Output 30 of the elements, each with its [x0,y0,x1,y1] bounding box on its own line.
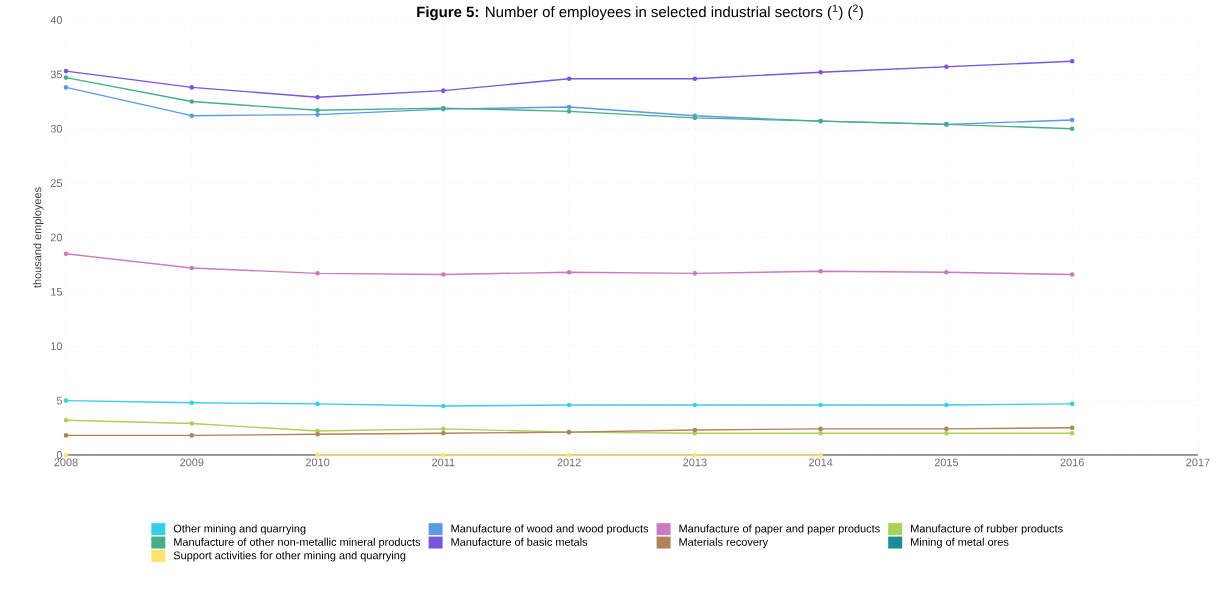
x-tick-label: 2015 [934,458,959,467]
legend-label: Manufacture of wood and wood products [451,524,649,535]
y-tick-label: 30 [50,124,63,133]
legend-label: Manufacture of basic metals [451,537,588,546]
legend-label: Mining of metal ores [911,537,1009,549]
legend-label: Support activities for other mining and quarrying [173,551,406,562]
x-tick-label: 2014 [808,458,833,467]
x-tick-label: 2010 [305,458,330,467]
legend-label: Manufacture of rubber products [911,524,1063,535]
x-tick-label: 2009 [180,458,204,467]
y-axis-title: thousand employees [33,187,44,288]
x-tick-label: 2012 [557,458,581,467]
legend-label: Manufacture of paper and paper products [679,524,880,535]
x-tick-label: 2011 [432,458,455,467]
legend-label: Materials recovery [679,537,769,549]
x-tick-label: 2013 [683,458,707,467]
y-tick-label: 15 [51,288,63,296]
y-tick-label: 40 [50,16,63,24]
y-tick-label: 25 [50,179,63,187]
x-tick-label: 2016 [1060,458,1084,467]
x-tick-label: 2008 [54,458,78,467]
legend-label: Other mining and quarrying [173,524,306,535]
y-tick-label: 0 [56,451,63,459]
x-tick-label: 2017 [1186,458,1210,467]
y-tick-label: 20 [50,233,63,242]
y-tick-label: 5 [56,396,63,405]
legend-label: Manufacture of other non-metallic mineral products [174,537,421,549]
y-tick-label: 10 [51,342,63,351]
y-tick-label: 35 [50,70,63,79]
chart-title: Figure 5: Number of employees in selected industrial sectors ($^{1}$) ($^{2}$) [417,4,863,21]
